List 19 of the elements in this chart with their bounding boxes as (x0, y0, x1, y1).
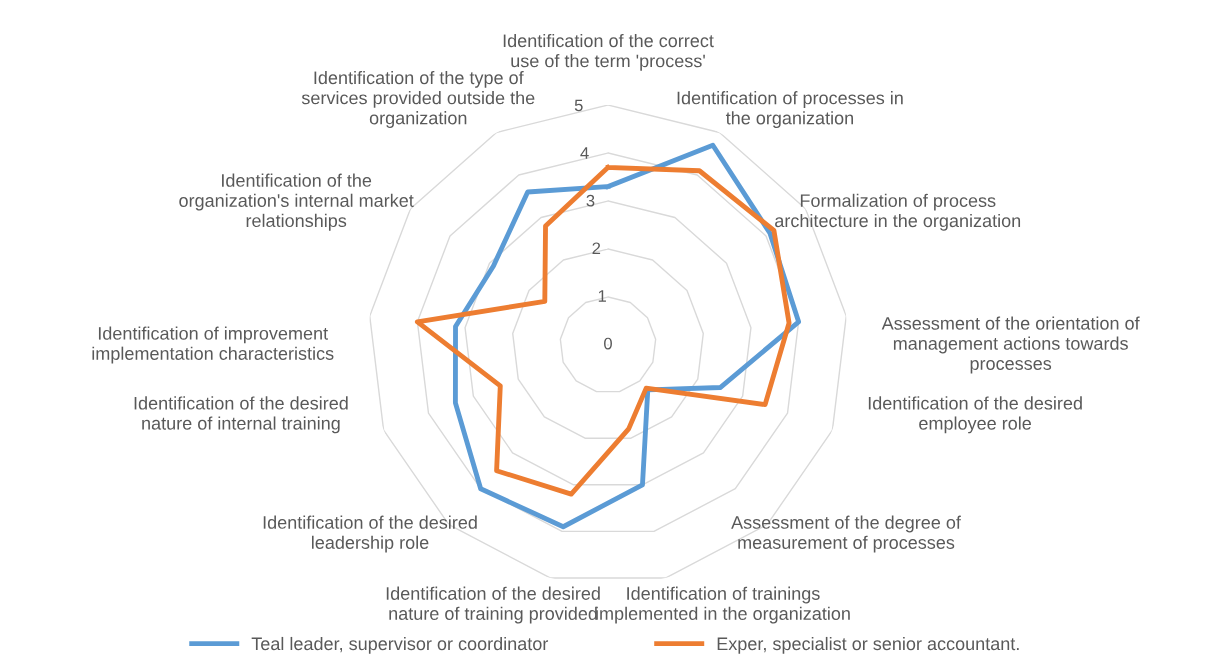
spoke-label: Identification of the desired leadership role (263, 515, 477, 553)
spoke-label: Identification of the type of services provided outside the organization (301, 70, 535, 128)
spoke-label: Identification of the correct use of the term 'process' (503, 33, 714, 71)
y-tick-label: 1 (598, 290, 606, 302)
legend-label: Exper, specialist or senior accountant. (717, 636, 1019, 654)
y-tick-label: 3 (586, 194, 595, 207)
spoke-label: Assessment of the degree of measurement of processes (731, 515, 961, 553)
spoke-label: Identification of processes in the organization (677, 91, 903, 129)
y-tick-label: 4 (580, 147, 589, 159)
spoke-label: Identification of the desired employee role (868, 396, 1082, 434)
spoke-label: Formalization of process architecture in the organization (775, 193, 1021, 231)
spoke-label: Identification of improvement implementation characteristics (92, 326, 334, 364)
y-tick-label: 2 (592, 242, 601, 255)
spoke-label: Identification of the desired nature of internal training (134, 396, 348, 434)
legend-label: Teal leader, supervisor or coordinator (251, 636, 549, 654)
spoke-label: Assessment of the orientation of management actions towards processes (881, 316, 1140, 374)
y-tick-label: 5 (574, 99, 583, 112)
spoke-label: Identification of the organization's internal market relationships (179, 173, 414, 231)
y-tick-label: 0 (604, 337, 612, 350)
